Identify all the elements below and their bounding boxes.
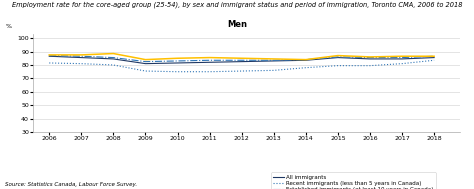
Legend: All immigrants, Recent immigrants (less than 5 years in Canada), Established imm: All immigrants, Recent immigrants (less …: [271, 172, 436, 189]
Text: %: %: [6, 24, 11, 29]
Text: Employment rate for the core-aged group (25-54), by sex and immigrant status and: Employment rate for the core-aged group …: [12, 1, 462, 8]
Text: Source: Statistics Canada, Labour Force Survey.: Source: Statistics Canada, Labour Force …: [5, 182, 137, 187]
Text: Men: Men: [227, 20, 247, 29]
